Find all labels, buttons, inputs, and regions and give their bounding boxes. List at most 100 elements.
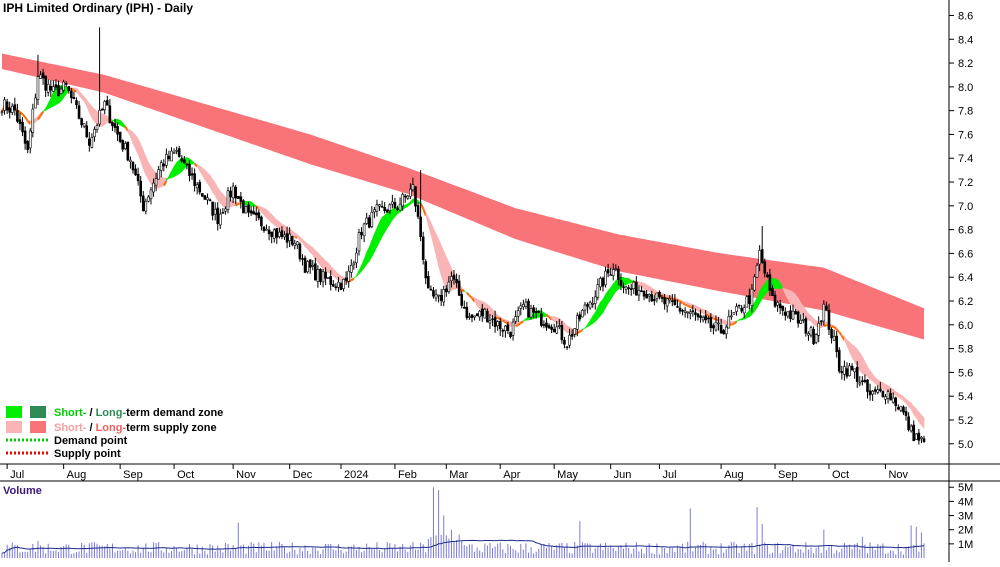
candle-body: [420, 217, 422, 237]
candle-body: [587, 304, 589, 306]
candle-body: [155, 178, 157, 185]
candle-body: [373, 210, 375, 212]
candle-body: [923, 439, 925, 442]
price-tick-label: 5.8: [958, 344, 973, 356]
candle-body: [81, 119, 83, 125]
candle-body: [854, 369, 856, 372]
candle-body: [322, 272, 324, 282]
candle-body: [818, 323, 820, 335]
candle-body: [168, 156, 170, 159]
legend-demand-zone: Short- / Long-term demand zone: [54, 407, 223, 419]
date-tick-label: Mar: [449, 469, 468, 481]
candle-body: [761, 250, 763, 263]
date-tick-label: 2024: [344, 469, 368, 481]
candle-body: [764, 262, 766, 273]
candle-body: [653, 299, 655, 301]
candle-body: [414, 187, 416, 207]
candle-body: [88, 139, 90, 145]
candle-body: [479, 311, 481, 317]
candle-body: [330, 276, 332, 284]
candle-body: [481, 309, 483, 316]
short-zone-edge: [236, 204, 239, 206]
candle-body: [882, 391, 884, 397]
candle-body: [877, 390, 879, 393]
candle-body: [800, 320, 802, 323]
candle-body: [273, 230, 275, 238]
candle-body: [474, 316, 476, 317]
candle-body: [63, 82, 65, 90]
candle-body: [58, 85, 60, 95]
price-tick-label: 7.6: [958, 129, 973, 141]
candle-body: [522, 304, 524, 306]
candle-body: [712, 326, 714, 328]
price-tick-label: 7.8: [958, 106, 973, 118]
candle-body: [34, 98, 36, 108]
candle-body: [777, 302, 779, 305]
candle-body: [78, 106, 80, 119]
candle-body: [219, 214, 221, 225]
candle-body: [510, 332, 512, 337]
short-zone-edge: [580, 330, 583, 332]
candle-body: [913, 425, 915, 441]
candle-body: [337, 282, 339, 287]
candle-body: [700, 316, 702, 318]
date-tick-label: Dec: [293, 469, 313, 481]
candle-body: [530, 308, 532, 317]
candle-body: [533, 308, 535, 313]
candle-body: [45, 76, 47, 90]
candle-body: [843, 367, 845, 375]
candle-body: [70, 91, 72, 98]
candle-body: [109, 106, 111, 123]
candle-body: [443, 289, 445, 302]
candle-body: [227, 191, 229, 210]
candle-body: [517, 311, 519, 317]
candle-body: [194, 174, 196, 186]
short-zone-segment: [626, 278, 629, 284]
candle-body: [137, 174, 139, 181]
candle-body: [268, 230, 270, 234]
candle-body: [599, 278, 601, 287]
price-tick-label: 7.0: [958, 201, 973, 213]
candle-body: [312, 265, 314, 266]
candle-body: [299, 244, 301, 259]
candle-body: [507, 325, 509, 331]
candle-body: [301, 258, 303, 259]
candle-body: [158, 170, 160, 179]
candle-body: [4, 100, 6, 111]
candle-body: [204, 196, 206, 200]
candle-body: [427, 276, 429, 288]
candle-body: [271, 232, 273, 237]
candle-body: [849, 366, 851, 376]
candle-body: [813, 329, 815, 344]
candle-body: [774, 295, 776, 306]
candle-body: [569, 335, 571, 345]
candle-body: [212, 202, 214, 215]
candle-body: [887, 392, 889, 399]
candle-body: [736, 306, 738, 311]
candle-body: [825, 306, 827, 310]
candle-body: [802, 319, 804, 320]
candle-body: [40, 75, 42, 79]
candle-body: [165, 154, 167, 165]
candle-body: [771, 288, 773, 295]
candle-body: [915, 434, 917, 440]
volume-panel: [2, 487, 924, 558]
candle-body: [448, 282, 450, 292]
candle-body: [679, 308, 681, 311]
candle-body: [422, 237, 424, 260]
price-tick-label: 6.6: [958, 248, 973, 260]
candle-body: [892, 398, 894, 402]
candle-body: [93, 130, 95, 137]
candle-body: [805, 319, 807, 334]
candle-body: [60, 89, 62, 94]
volume-tick-label: 1M: [958, 539, 973, 551]
candle-body: [176, 150, 178, 151]
candle-body: [823, 304, 825, 321]
short-zone-segment: [382, 215, 385, 236]
price-tick-label: 8.0: [958, 82, 973, 94]
short-zone-edge: [516, 325, 519, 326]
legend-swatch-long-supply: [30, 421, 46, 433]
candle-body: [132, 162, 134, 170]
candle-body: [101, 109, 103, 110]
